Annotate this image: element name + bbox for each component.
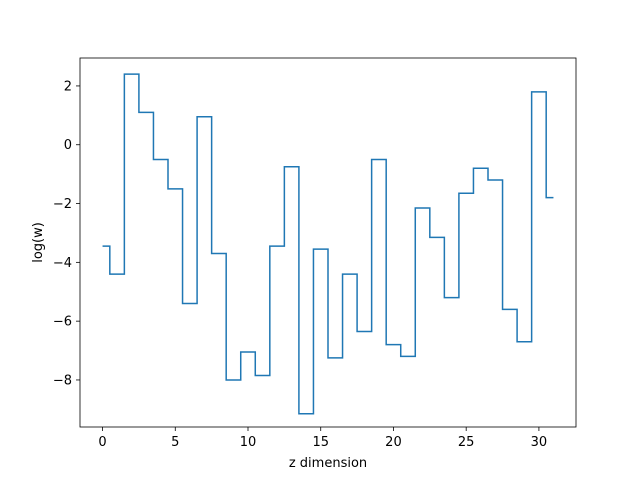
y-tick-label-0: 0 xyxy=(64,138,72,153)
y-tick-label-2: 2 xyxy=(64,79,72,94)
plot-area: 0 5 10 15 20 25 30 −8 −6 −4 −2 0 2 xyxy=(53,57,577,450)
x-tick-label-20: 20 xyxy=(385,435,402,450)
series-line-0 xyxy=(102,73,554,415)
x-tick-label-0: 0 xyxy=(98,435,106,450)
axes-frame xyxy=(79,57,577,428)
x-axis-label: z dimension xyxy=(289,456,367,471)
x-tick-label-15: 15 xyxy=(312,435,329,450)
x-tick-label-10: 10 xyxy=(240,435,257,450)
y-tick-label--8: −8 xyxy=(53,373,72,388)
y-axis-label: log(w) xyxy=(31,222,46,263)
y-tick-label--4: −4 xyxy=(53,256,72,271)
y-tick-label--2: −2 xyxy=(53,197,72,212)
y-tick-label--6: −6 xyxy=(53,315,72,330)
x-tick-label-5: 5 xyxy=(171,435,179,450)
x-tick-label-25: 25 xyxy=(458,435,475,450)
x-tick-label-30: 30 xyxy=(531,435,548,450)
